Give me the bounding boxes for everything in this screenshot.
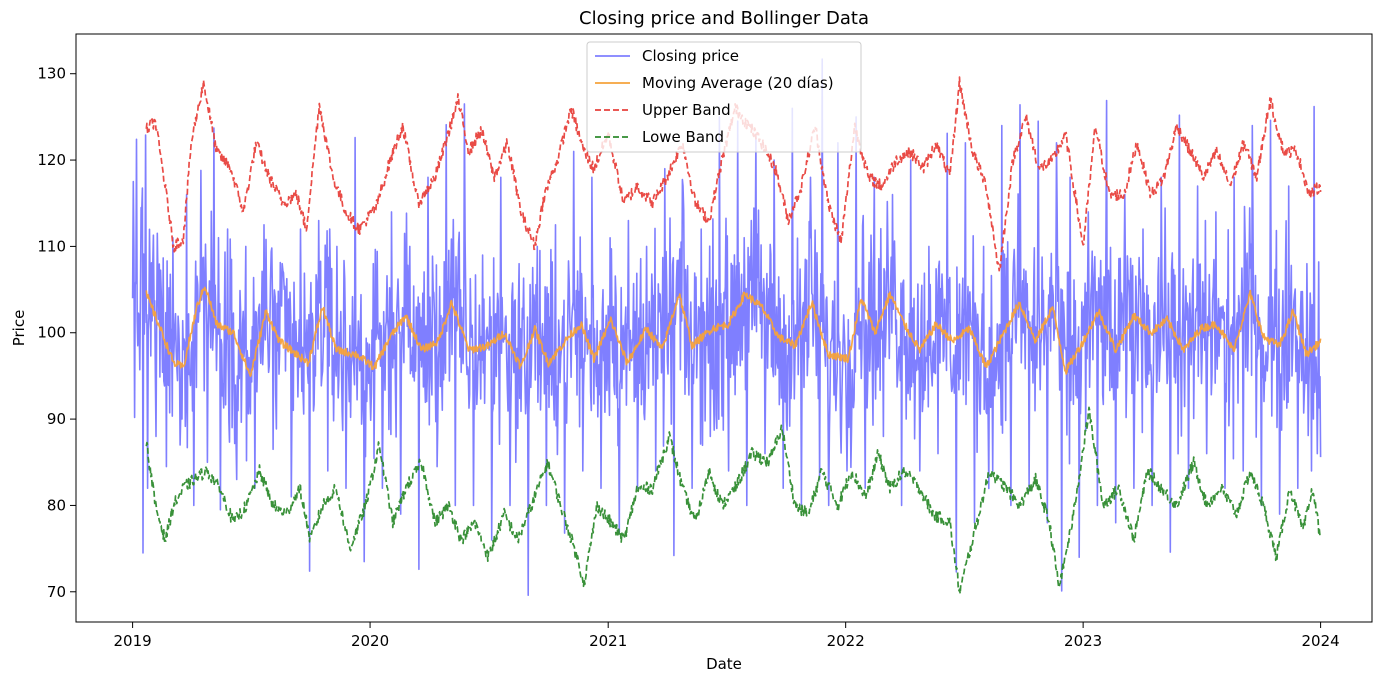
y-tick-label: 70 [47,583,66,601]
y-tick-label: 80 [47,496,66,514]
series-line-closing-price [131,58,1322,596]
x-tick-label: 2021 [589,632,627,650]
legend-box [586,41,862,153]
y-axis: 70 80 90 100 110 120 130 [37,65,76,601]
y-tick-label: 110 [37,237,66,255]
x-tick-label: 2022 [827,632,865,650]
y-tick-label: 100 [37,324,66,342]
x-tick-label: 2024 [1302,632,1340,650]
legend-label: Closing price [642,47,739,65]
series-line-lower-band [145,406,1322,595]
legend-label: Moving Average (20 días) [642,74,834,92]
x-tick-label: 2019 [114,632,152,650]
x-axis-label: Date [706,655,742,673]
legend-label: Upper Band [642,101,731,119]
y-axis-label: Price [10,310,28,347]
x-tick-label: 2020 [351,632,389,650]
legend: Closing price Moving Average (20 días) Upp… [586,41,862,153]
chart-title: Closing price and Bollinger Data [579,8,869,29]
x-axis: 2019 2020 2021 2022 2023 2024 [114,622,1340,650]
series-line-moving-average [145,286,1322,377]
legend-label: Lowe Band [642,128,724,146]
plot-frame [75,33,1373,623]
y-tick-label: 120 [37,151,66,169]
y-tick-label: 90 [47,410,66,428]
y-tick-label: 130 [37,65,66,83]
x-tick-label: 2023 [1064,632,1102,650]
